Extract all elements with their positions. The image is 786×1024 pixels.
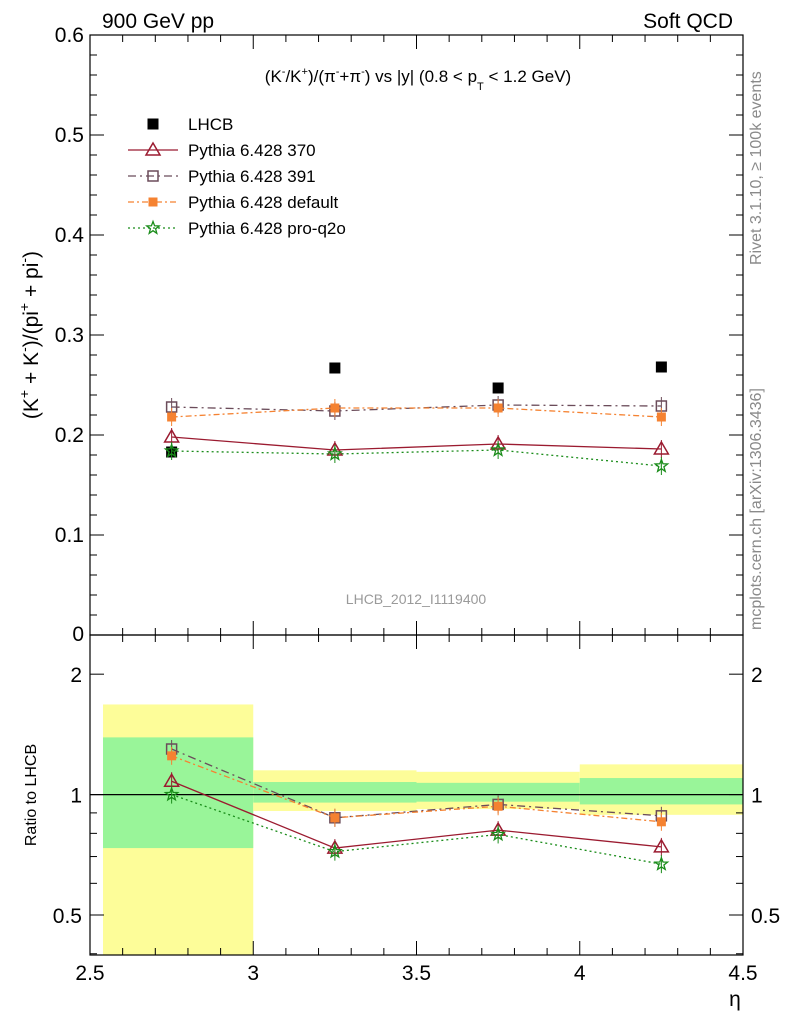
- ratio-data-point: [163, 786, 180, 802]
- ratio-data-point: [493, 801, 503, 811]
- main-data-point: [656, 412, 666, 422]
- ratio-series-layer: [163, 740, 670, 874]
- main-y-label: (K+ + K-)/(pi+ + pi-): [16, 251, 43, 419]
- ratio-data-point: [656, 817, 666, 827]
- main-data-point: [655, 361, 667, 373]
- legend-label: LHCB: [188, 115, 233, 134]
- main-y-tick-label: 0.4: [55, 224, 85, 247]
- ratio-axis-ticks: 0.5 0.5 1 1 2 2 2.5 3 3.5 4 4.5: [53, 635, 780, 985]
- main-data-point: [167, 412, 177, 422]
- ratio-data-point: [167, 751, 177, 761]
- legend-marker: [144, 141, 162, 156]
- ratio-data-point: [490, 825, 507, 842]
- ratio-series-line: [171, 748, 662, 819]
- main-series-1: [163, 428, 670, 459]
- ratio-series-line: [171, 780, 662, 849]
- ratio-x-tick-label: 4.5: [728, 962, 757, 985]
- ratio-inner-band: [416, 782, 580, 802]
- ratio-x-tick-label: 2.5: [75, 962, 104, 985]
- main-data-point: [653, 457, 670, 473]
- x-axis-label: η: [729, 988, 741, 1011]
- ratio-y-tick-label-right: 2: [751, 664, 763, 687]
- ratio-inner-band: [579, 778, 743, 805]
- main-series-line: [171, 449, 662, 467]
- ratio-data-point: [326, 843, 343, 859]
- main-y-tick-label: 0.5: [55, 124, 84, 147]
- mcplots-label: mcplots.cern.ch [arXiv:1306.3436]: [748, 388, 765, 630]
- ratio-y-tick-label: 2: [70, 664, 82, 687]
- ratio-data-point: [653, 855, 670, 871]
- legend-label: Pythia 6.428 391: [188, 167, 316, 186]
- main-series-4: [163, 441, 670, 475]
- main-data-point: [163, 442, 180, 458]
- main-data-point: [490, 441, 507, 457]
- ratio-y-tick-label: 1: [70, 785, 82, 808]
- analysis-watermark: LHCB_2012_I1119400: [346, 591, 487, 607]
- main-axis-ticks: 0.1 0.2 0.3 0.4 0.5 0.6 0: [55, 24, 744, 646]
- ratio-y-tick-label-right: 0.5: [751, 905, 780, 928]
- main-y-zero-label: 0: [72, 623, 84, 646]
- main-data-point: [492, 382, 504, 394]
- ratio-data-point: [330, 813, 340, 823]
- ratio-x-tick-label: 3: [247, 962, 259, 985]
- main-plot-panel: 0.1 0.2 0.3 0.4 0.5 0.6 0 (K-/K+)/(π-+π-) vs |…: [16, 24, 744, 646]
- main-data-point: [493, 403, 503, 413]
- legend-label: Pythia 6.428 default: [188, 193, 339, 212]
- main-data-point: [653, 440, 670, 455]
- ratio-series-3: [163, 785, 670, 874]
- legend: LHCB Pythia 6.428 370 Pythia 6.428 391 Pyth…: [128, 115, 346, 238]
- main-series-line: [171, 404, 662, 412]
- main-data-point: [329, 362, 341, 374]
- main-series-line: [171, 436, 662, 451]
- ratio-data-point: [653, 838, 670, 853]
- legend-marker: [147, 170, 159, 182]
- main-series-line: [171, 407, 662, 418]
- header-left: 900 GeV pp: [102, 10, 214, 33]
- main-series-layer: [163, 361, 670, 475]
- ratio-x-tick-label: 4: [574, 962, 586, 985]
- legend-marker: [145, 219, 161, 235]
- ratio-y-tick-label: 0.5: [53, 905, 82, 928]
- rivet-label: Rivet 3.1.10, ≥ 100k events: [748, 71, 765, 265]
- ratio-series-2: [167, 746, 666, 831]
- ratio-uncertainty-bands: [103, 704, 743, 955]
- ratio-y-tick-label-right: 1: [751, 785, 763, 808]
- ratio-series-line: [171, 793, 662, 865]
- main-series-2: [165, 396, 668, 420]
- header-right: Soft QCD: [643, 10, 733, 33]
- main-y-tick-label: 0.3: [55, 324, 84, 347]
- main-y-tick-label: 0.6: [55, 24, 84, 47]
- main-y-tick-label: 0.2: [55, 424, 84, 447]
- main-title: (K-/K+)/(π-+π-) vs |y| (0.8 < pT < 1.2 G…: [265, 66, 571, 93]
- legend-label: Pythia 6.428 pro-q2o: [188, 219, 346, 238]
- ratio-y-label: Ratio to LHCB: [23, 744, 40, 846]
- main-data-point: [326, 445, 343, 461]
- legend-label: Pythia 6.428 370: [188, 141, 316, 160]
- main-series-3: [167, 399, 666, 426]
- legend-marker: [148, 197, 158, 207]
- ratio-inner-band: [253, 782, 417, 803]
- ratio-x-tick-label: 3.5: [402, 962, 431, 985]
- main-y-tick-label: 0.1: [55, 524, 84, 547]
- legend-marker: [147, 118, 159, 130]
- ratio-series-line: [171, 755, 662, 823]
- ratio-plot-panel: 0.5 0.5 1 1 2 2 2.5 3 3.5 4 4.5 Ratio to LHCB η: [23, 634, 780, 1011]
- main-data-point: [330, 403, 340, 413]
